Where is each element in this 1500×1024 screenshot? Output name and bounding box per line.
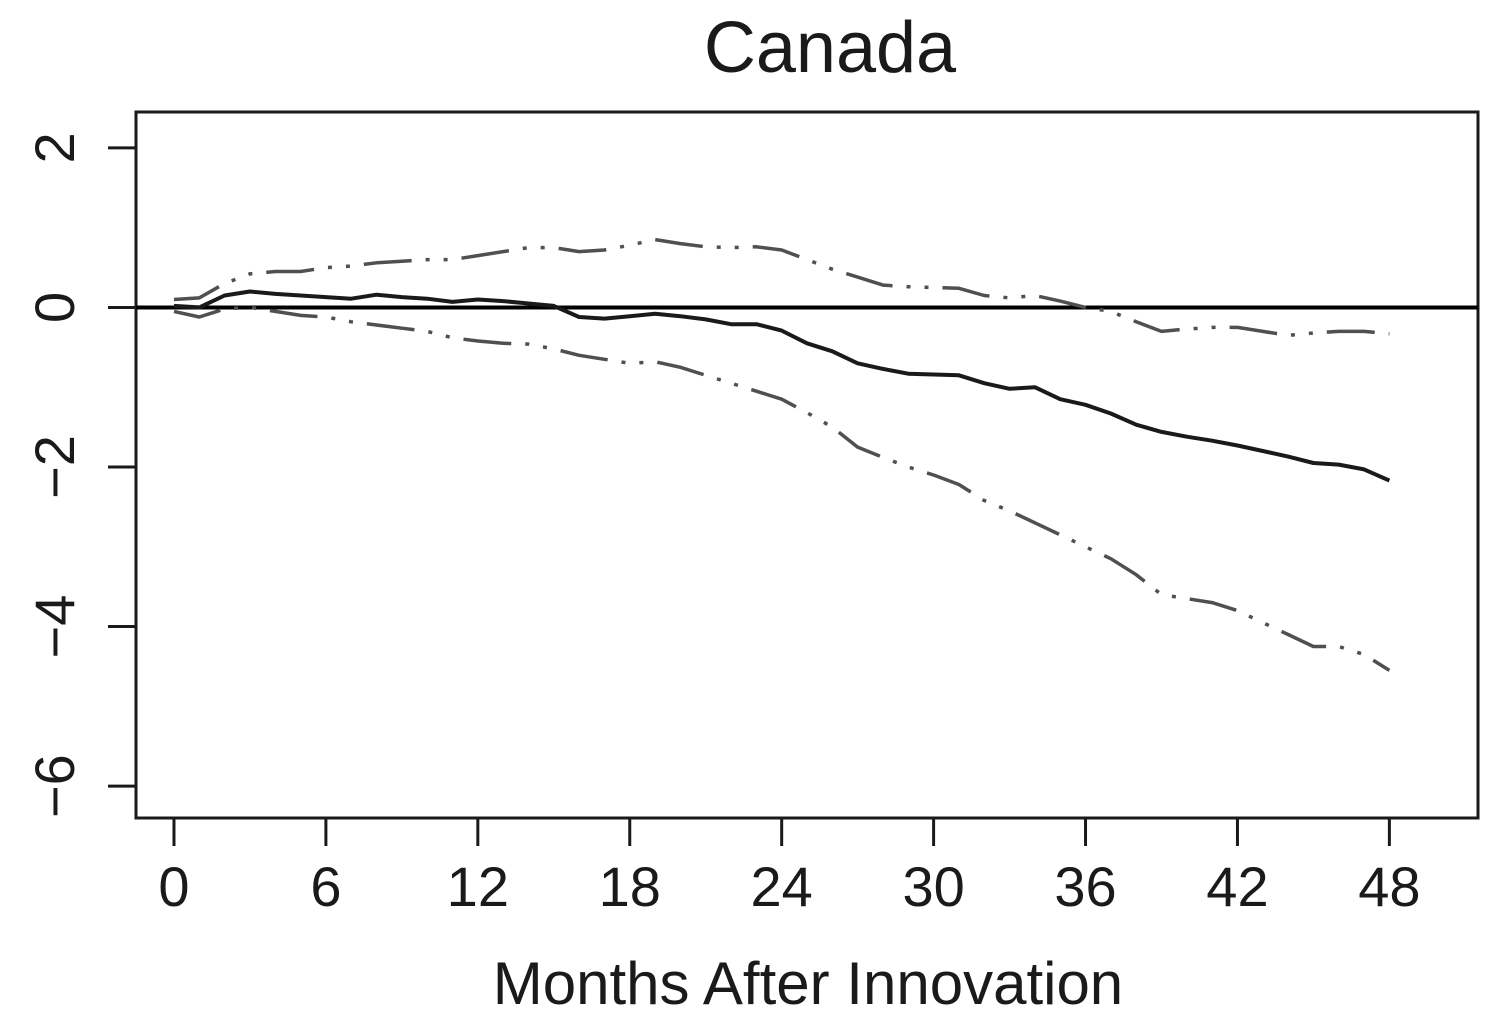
x-tick-label: 30 — [902, 855, 964, 918]
y-tick-label: −2 — [23, 435, 86, 499]
x-tick-label: 48 — [1358, 855, 1420, 918]
x-tick-label: 36 — [1054, 855, 1116, 918]
x-tick-label: 0 — [158, 855, 189, 918]
y-tick-label: −4 — [23, 595, 86, 659]
estimate-line — [173, 289, 1391, 483]
plot-frame — [134, 110, 1480, 820]
x-tick-label: 6 — [310, 855, 341, 918]
y-tick-label: 0 — [23, 292, 86, 323]
series-layer — [173, 237, 1391, 672]
upper-band-line — [173, 237, 1390, 338]
y-tick-label: −6 — [23, 754, 86, 818]
x-axis-label: Months After Innovation — [493, 950, 1123, 1017]
x-tick-label: 42 — [1206, 855, 1268, 918]
chart-title: Canada — [704, 8, 957, 88]
x-tick-label: 24 — [751, 855, 813, 918]
x-tick-label: 12 — [447, 855, 509, 918]
x-tick-label: 18 — [599, 855, 661, 918]
x-axis: 0 6 12 18 24 30 36 42 48 — [158, 816, 1421, 918]
y-axis: −6 −4 −2 0 2 — [23, 132, 136, 818]
y-tick-label: 2 — [23, 132, 86, 163]
lower-band-line — [173, 305, 1391, 672]
